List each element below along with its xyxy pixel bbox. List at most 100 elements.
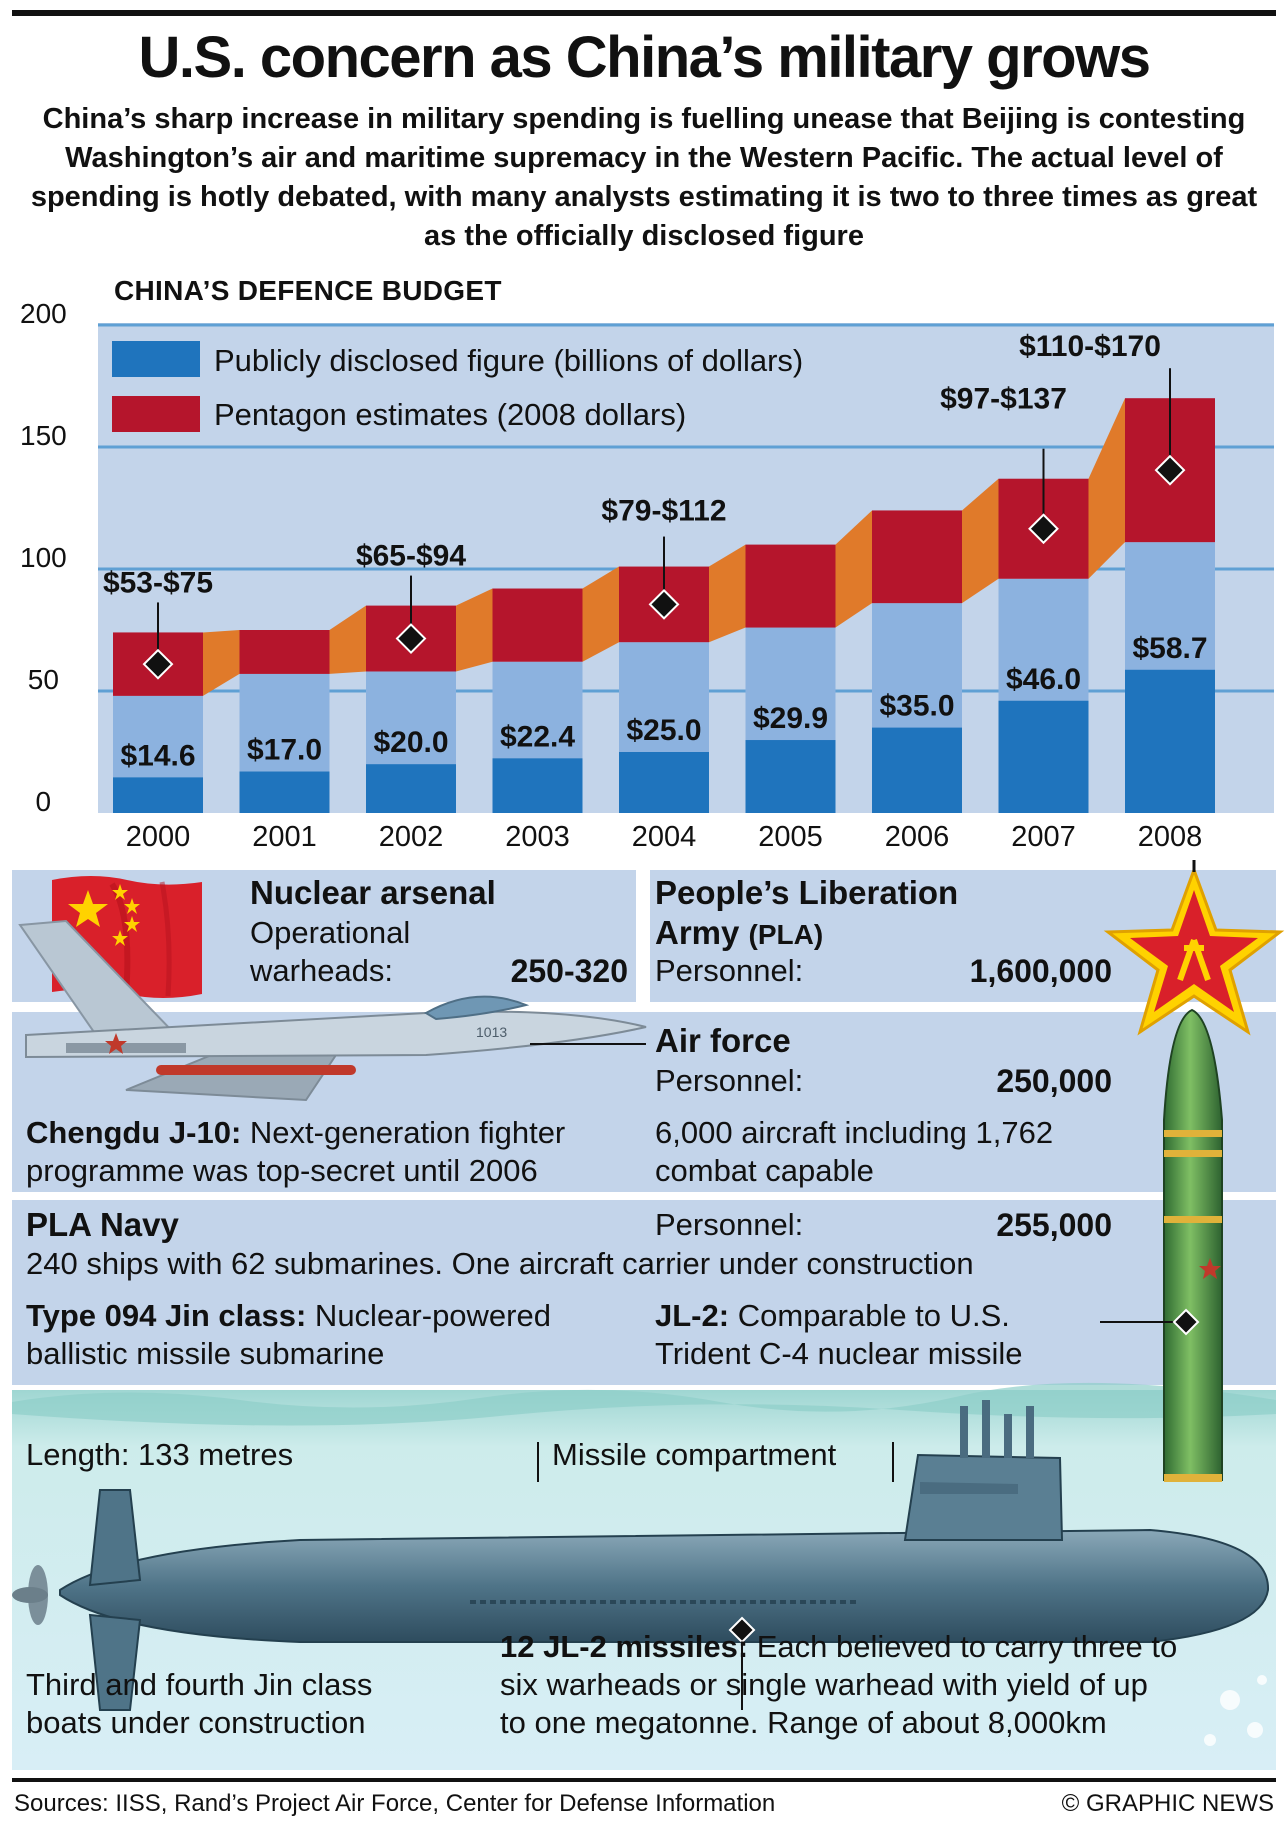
disclosed-bar-2004 xyxy=(619,752,709,813)
page-title: U.S. concern as China’s military grows xyxy=(138,25,1151,90)
legend-swatch-disclosed xyxy=(112,341,200,377)
top-rule xyxy=(12,10,1276,16)
propeller-icon xyxy=(12,1565,48,1625)
sea-surface xyxy=(12,1382,1276,1426)
type094-name: Type 094 Jin class: xyxy=(26,1298,307,1333)
nuclear-title: Nuclear arsenal xyxy=(250,874,496,911)
disclosed-label-2007: $46.0 xyxy=(1006,663,1081,696)
j10-tail-number: 1013 xyxy=(476,1024,507,1040)
connector-2006 xyxy=(962,478,999,604)
x-tick-2003: 2003 xyxy=(505,821,570,853)
pla-title-line1: People’s Liberation xyxy=(655,874,959,911)
pla-star-emblem-icon xyxy=(1103,865,1285,1036)
connector-2001 xyxy=(329,605,366,674)
jl2-caption-line2: Trident C-4 nuclear missile xyxy=(655,1336,1023,1371)
range-marker-2000 xyxy=(142,648,174,680)
legend-label-disclosed: Publicly disclosed figure (billions of d… xyxy=(214,343,803,378)
connector-2003 xyxy=(582,566,619,662)
disclosed-bar-2001 xyxy=(239,771,330,813)
range-marker-2002 xyxy=(395,623,427,654)
pentagon-bar-2006 xyxy=(872,510,962,604)
missile-pointer-marker xyxy=(728,1616,756,1644)
airforce-personnel-label: Personnel: xyxy=(655,1063,804,1098)
missiles-text-line1: Each believed to carry three to xyxy=(748,1629,1178,1664)
intro-text: China’s sharp increase in military spend… xyxy=(30,103,1258,252)
range-label-2004: $79-$112 xyxy=(601,495,726,528)
jl2-pointer-marker xyxy=(1172,1308,1200,1336)
connector-2004 xyxy=(709,544,746,643)
disclosed-bar-2007 xyxy=(998,700,1089,813)
jl2-name: JL-2: xyxy=(655,1298,730,1333)
j10-caption-line2: programme was top-secret until 2006 xyxy=(26,1153,538,1188)
pentagon-bar-2001 xyxy=(239,630,330,674)
sub-upper-rudder-icon xyxy=(88,1489,142,1587)
disclosed-label-2008: $58.7 xyxy=(1132,632,1207,665)
range-marker-2008 xyxy=(1154,454,1186,486)
disclosed-bar-2008 xyxy=(1125,669,1215,813)
navy-personnel-value: 255,000 xyxy=(996,1207,1112,1243)
disclosed-label-2001: $17.0 xyxy=(247,734,322,767)
submarine-scene xyxy=(12,1382,1276,1770)
footer-rule xyxy=(12,1778,1276,1782)
missiles-name: 12 JL-2 missiles: xyxy=(500,1629,749,1664)
budget-chart: $14.6 $17.0 $20.0 $22.4 $25.0 $29.9 $35.0 $46.0… xyxy=(98,323,1274,813)
y-tick-0: 0 xyxy=(20,786,52,817)
type094-caption-line1: Type 094 Jin class: Nuclear-powered xyxy=(26,1297,551,1335)
connector-2002 xyxy=(456,588,493,672)
jl2-text-line1: Comparable to U.S. xyxy=(729,1298,1010,1333)
x-tick-2006: 2006 xyxy=(884,821,950,853)
disclosed-bar-2000 xyxy=(113,777,203,813)
connector-2005 xyxy=(835,510,872,628)
missiles-caption-line1: 12 JL-2 missiles: Each believed to carry… xyxy=(500,1628,1177,1666)
x-tick-2002: 2002 xyxy=(378,821,444,853)
pla-personnel-value: 1,600,000 xyxy=(969,953,1112,989)
disclosed-label-2002: $20.0 xyxy=(373,726,448,759)
pentagon-bar-2003 xyxy=(492,588,583,662)
x-tick-2008: 2008 xyxy=(1137,821,1203,853)
range-label-2008: $110-$170 xyxy=(1019,330,1161,363)
disclosed-label-2004: $25.0 xyxy=(626,714,701,747)
y-tick-100: 100 xyxy=(20,542,67,573)
range-marker-2007 xyxy=(1028,513,1059,545)
submarine-hull-icon xyxy=(59,1528,1270,1643)
navy-personnel-label: Personnel: xyxy=(655,1207,804,1242)
disclosed-label-2005: $29.9 xyxy=(753,702,828,735)
navy-ships-text: 240 ships with 62 submarines. One aircra… xyxy=(26,1246,974,1281)
disclosed-bar-2006 xyxy=(872,727,962,813)
airforce-leader-line xyxy=(530,1043,646,1045)
j10-name: Chengdu J-10: xyxy=(26,1115,242,1150)
range-marker-2004 xyxy=(648,588,680,620)
pla-title-line2: Army (PLA) xyxy=(655,914,823,954)
type094-text-line1: Nuclear-powered xyxy=(306,1298,551,1333)
disclosed-bar-2005 xyxy=(745,740,836,813)
sub-length: Length: 133 metres xyxy=(26,1437,294,1472)
nuclear-line2: warheads: xyxy=(250,953,394,988)
x-tick-2001: 2001 xyxy=(252,821,317,853)
pla-personnel-label: Personnel: xyxy=(655,953,804,988)
airforce-personnel-value: 250,000 xyxy=(996,1063,1112,1099)
nuclear-line1: Operational xyxy=(250,915,411,950)
range-label-2000: $53-$75 xyxy=(103,566,213,599)
jl2-missile-icon xyxy=(1100,860,1285,1482)
jl2-caption-line1: JL-2: Comparable to U.S. xyxy=(655,1297,1010,1335)
y-tick-200: 200 xyxy=(20,298,67,329)
connector-2000 xyxy=(203,630,240,696)
boats-line2: boats under construction xyxy=(26,1705,366,1740)
sub-lower-rudder-icon xyxy=(88,1613,142,1711)
airforce-title: Air force xyxy=(655,1022,791,1059)
type094-caption-line2: ballistic missile submarine xyxy=(26,1336,385,1371)
legend-label-pentagon: Pentagon estimates (2008 dollars) xyxy=(214,397,686,432)
range-label-2002: $65-$94 xyxy=(356,540,466,573)
submarine-sail-icon xyxy=(903,1453,1064,1541)
pla-title-army: Army xyxy=(655,914,740,951)
disclosed-label-2000: $14.6 xyxy=(120,739,195,772)
disclosed-label-2003: $22.4 xyxy=(500,720,575,753)
x-tick-2004: 2004 xyxy=(631,821,697,853)
nuclear-warheads-value: 250-320 xyxy=(510,953,628,989)
disclosed-bar-2002 xyxy=(366,764,456,813)
j10-fighter-icon: 1013 xyxy=(18,919,647,1102)
airforce-aircraft-line2: combat capable xyxy=(655,1153,874,1188)
y-tick-150: 150 xyxy=(20,420,67,451)
x-tick-2005: 2005 xyxy=(758,821,823,853)
airforce-aircraft-line1: 6,000 aircraft including 1,762 xyxy=(655,1115,1054,1150)
